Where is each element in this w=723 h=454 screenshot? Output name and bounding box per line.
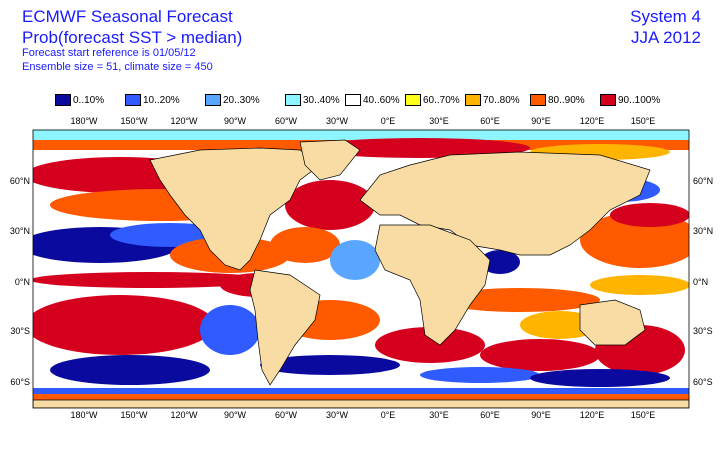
bottom-longitude-label: 150°W (120, 410, 148, 420)
right-latitude-label: 0°N (693, 277, 708, 287)
right-latitude-label: 60°S (693, 377, 713, 387)
right-latitude-label: 60°N (693, 176, 713, 186)
left-latitude-label: 30°N (10, 226, 30, 236)
legend-item: 40..60% (345, 93, 400, 107)
top-longitude-label: 120°E (580, 116, 605, 126)
ensemble-info: Ensemble size = 51, climate size = 450 (22, 61, 213, 73)
legend-label: 60..70% (423, 94, 460, 106)
bottom-longitude-label: 180°W (70, 410, 98, 420)
top-longitude-label: 180°W (70, 116, 98, 126)
top-longitude-label: 150°E (631, 116, 656, 126)
north-america (149, 147, 321, 271)
forecast-start-reference: Forecast start reference is 01/05/12 (22, 47, 196, 59)
south-america (249, 269, 321, 386)
top-longitude-label: 150°W (120, 116, 148, 126)
legend-swatch (530, 94, 546, 106)
season-label: JJA 2012 (631, 28, 701, 47)
left-latitude-label: 30°S (10, 326, 30, 336)
bottom-longitude-label: 30°W (326, 410, 349, 420)
bottom-longitude-label: 0°E (381, 410, 396, 420)
top-longitude-label: 0°E (381, 116, 396, 126)
top-longitude-label: 90°W (224, 116, 247, 126)
greenland (299, 139, 361, 181)
legend-label: 80..90% (548, 94, 585, 106)
top-longitude-label: 60°E (480, 116, 500, 126)
left-latitude-label: 0°N (15, 277, 30, 287)
left-latitude-label: 60°N (10, 176, 30, 186)
top-longitude-label: 60°W (275, 116, 298, 126)
map-ticks: 180°W 180°W 150°W 150°W 120°W 120°W 90°W 90°W 60… (10, 116, 713, 420)
legend-swatch (125, 94, 141, 106)
right-latitude-label: 30°N (693, 226, 713, 236)
legend-item: 70..80% (465, 93, 520, 107)
left-latitude-label: 60°S (10, 377, 30, 387)
legend-swatch (55, 94, 71, 106)
legend-swatch (465, 94, 481, 106)
system-label: System 4 (630, 7, 701, 26)
probability-legend: 0..10% 10..20% 20..30% 30..40% 40..60% 60..70… (55, 93, 695, 107)
bottom-longitude-label: 150°E (631, 410, 656, 420)
map-frame (32, 129, 690, 409)
legend-item: 30..40% (285, 93, 340, 107)
legend-label: 10..20% (143, 94, 180, 106)
legend-swatch (405, 94, 421, 106)
bottom-longitude-label: 60°E (480, 410, 500, 420)
top-longitude-label: 120°W (170, 116, 198, 126)
legend-label: 20..30% (223, 94, 260, 106)
bottom-longitude-label: 60°W (275, 410, 298, 420)
legend-swatch (600, 94, 616, 106)
australia (579, 299, 646, 346)
map-title: ECMWF Seasonal Forecast (22, 7, 233, 26)
top-longitude-label: 30°W (326, 116, 349, 126)
legend-label: 40..60% (363, 94, 400, 106)
antarctica (33, 399, 689, 408)
bottom-longitude-label: 90°W (224, 410, 247, 420)
top-longitude-label: 30°E (429, 116, 449, 126)
legend-swatch (285, 94, 301, 106)
legend-item: 20..30% (205, 93, 260, 107)
legend-label: 70..80% (483, 94, 520, 106)
bottom-longitude-label: 120°W (170, 410, 198, 420)
africa (374, 224, 491, 346)
bottom-longitude-label: 90°E (531, 410, 551, 420)
bottom-longitude-label: 120°E (580, 410, 605, 420)
legend-swatch (205, 94, 221, 106)
legend-item: 90..100% (600, 93, 660, 107)
map-subtitle: Prob(forecast SST > median) (22, 28, 243, 47)
legend-label: 30..40% (303, 94, 340, 106)
top-longitude-label: 90°E (531, 116, 551, 126)
legend-swatch (345, 94, 361, 106)
legend-label: 0..10% (73, 94, 105, 106)
legend-item: 60..70% (405, 93, 460, 107)
legend-label: 90..100% (618, 94, 661, 106)
legend-item: 0..10% (55, 93, 104, 107)
bottom-longitude-label: 30°E (429, 410, 449, 420)
legend-item: 80..90% (530, 93, 585, 107)
land-masses (33, 139, 689, 408)
right-latitude-label: 30°S (693, 326, 713, 336)
legend-item: 10..20% (125, 93, 180, 107)
